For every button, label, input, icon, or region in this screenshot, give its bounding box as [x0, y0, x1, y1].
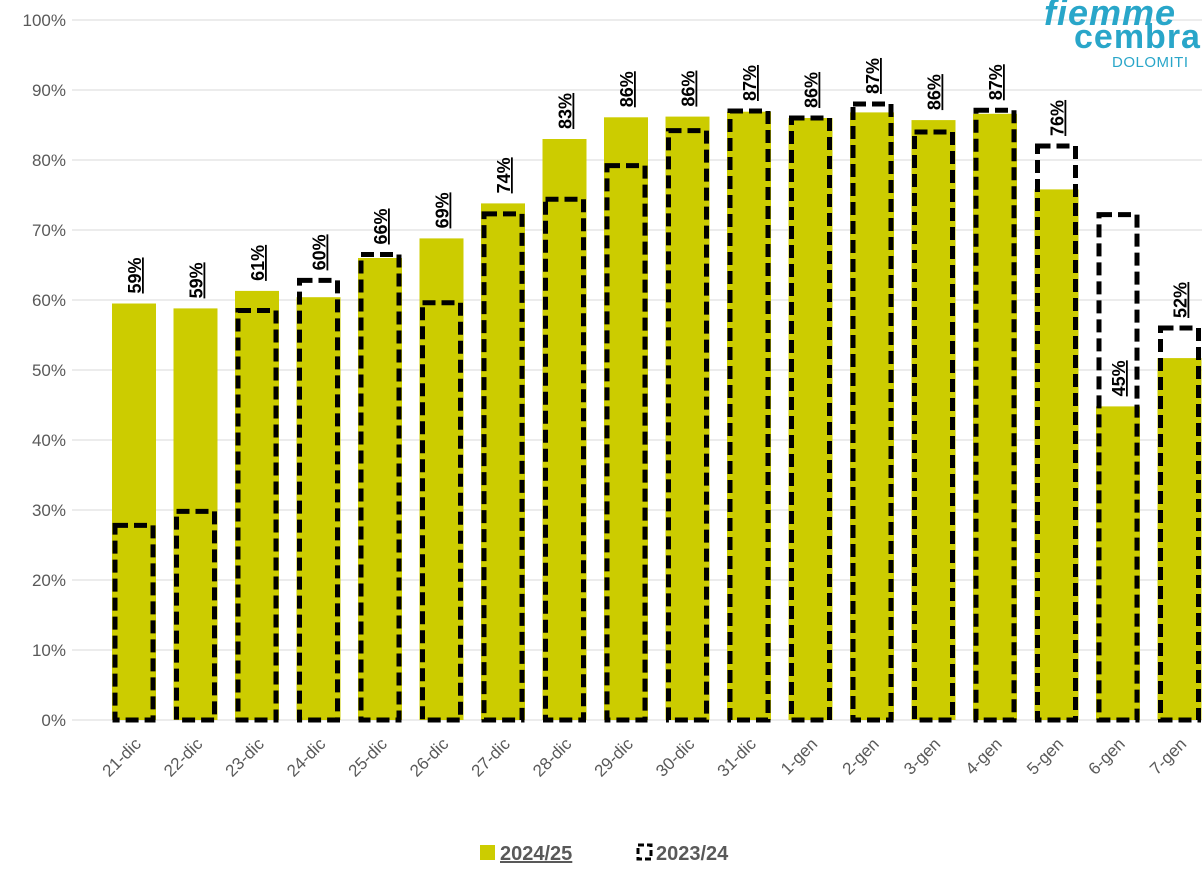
bar-2023-24-outline	[850, 101, 894, 723]
bar-2023-24-outline	[1158, 325, 1201, 723]
data-label: 86%	[617, 71, 637, 107]
x-tick-label: 5-gen	[1023, 734, 1067, 778]
bar-2023-24-outline	[174, 508, 217, 723]
y-tick-label: 90%	[32, 81, 66, 100]
logo-line1: fiemme	[1044, 0, 1177, 33]
x-tick-label: 22-dic	[160, 734, 207, 781]
data-label: 69%	[433, 192, 453, 228]
bar-2024-25	[911, 120, 956, 721]
data-label: 76%	[1048, 100, 1068, 136]
data-label: 52%	[1171, 282, 1191, 318]
x-tick-label: 3-gen	[900, 734, 944, 778]
bar-2024-25	[419, 238, 464, 720]
x-tick-label: 28-dic	[529, 734, 576, 781]
data-label: 61%	[248, 245, 268, 281]
legend-label-2023-24: 2023/24	[656, 843, 729, 865]
data-label: 59%	[187, 262, 207, 298]
x-tick-label: 26-dic	[406, 734, 453, 781]
bar-2023-24-outline	[481, 211, 525, 723]
bar-2024-25	[296, 297, 341, 720]
x-tick-label: 2-gen	[839, 734, 883, 778]
bar-2023-24-outline	[666, 128, 709, 723]
legend-dashed-square-icon	[636, 843, 653, 861]
data-label: 83%	[556, 93, 576, 129]
data-label: 86%	[679, 71, 699, 107]
y-tick-label: 40%	[32, 431, 66, 450]
x-tick-label: 30-dic	[652, 734, 699, 781]
x-tick-label: 29-dic	[591, 734, 638, 781]
x-tick-label: 1-gen	[777, 734, 821, 778]
bar-2024-25	[542, 139, 587, 720]
bar-2024-25	[481, 203, 525, 720]
bar-2024-25	[1034, 189, 1079, 720]
bar-2023-24-outline	[973, 107, 1017, 723]
bar-2023-24-outline	[727, 108, 771, 723]
logo-line2: cembra	[1074, 18, 1201, 56]
bar-2023-24-outline	[604, 163, 648, 723]
y-tick-label: 60%	[32, 291, 66, 310]
x-tick-label: 23-dic	[222, 734, 269, 781]
y-tick-label: 0%	[41, 711, 66, 730]
x-tick-label: 4-gen	[962, 734, 1006, 778]
data-label: 86%	[802, 72, 822, 108]
bar-2024-25	[850, 112, 894, 720]
x-tick-label: 24-dic	[283, 734, 330, 781]
x-tick-label: 6-gen	[1085, 734, 1129, 778]
legend-label-2024-25: 2024/25	[500, 843, 572, 865]
x-tick-label: 7-gen	[1146, 734, 1190, 778]
bar-2024-25	[604, 117, 648, 721]
logo-line3: DOLOMITI	[1112, 54, 1189, 71]
bar-2024-25	[973, 113, 1017, 721]
bar-2023-24-outline	[420, 300, 463, 723]
data-label: 87%	[863, 58, 883, 94]
bar-2023-24-outline	[235, 308, 279, 723]
data-label: 66%	[371, 208, 391, 244]
bar-2023-24-outline	[789, 115, 832, 723]
x-tick-label: 27-dic	[468, 734, 515, 781]
data-label: 45%	[1109, 360, 1129, 396]
bar-2023-24-outline	[912, 129, 955, 723]
x-tick-label: 21-dic	[99, 734, 146, 781]
bar-2024-25	[727, 111, 771, 720]
x-tick-label: 25-dic	[345, 734, 392, 781]
bar-2023-24-outline	[1035, 143, 1078, 723]
y-tick-label: 70%	[32, 221, 66, 240]
y-tick-label: 80%	[32, 151, 66, 170]
y-tick-label: 100%	[23, 11, 66, 30]
y-tick-label: 20%	[32, 571, 66, 590]
bar-2024-25	[112, 303, 156, 720]
bar-2024-25	[358, 258, 402, 720]
y-tick-label: 50%	[32, 361, 66, 380]
bar-2023-24-outline	[297, 277, 340, 723]
bar-2024-25	[665, 116, 710, 721]
data-label: 87%	[740, 65, 760, 101]
bar-2023-24-outline	[543, 196, 586, 723]
data-label: 74%	[494, 157, 514, 193]
x-tick-label: 31-dic	[714, 734, 761, 781]
y-tick-label: 30%	[32, 501, 66, 520]
bar-2023-24-outline	[358, 252, 402, 723]
data-label: 87%	[986, 64, 1006, 100]
bar-2024-25	[1157, 358, 1202, 720]
bar-2024-25	[788, 118, 833, 720]
legend-filled-square-icon	[480, 845, 495, 860]
data-label: 60%	[310, 234, 330, 270]
data-label: 59%	[125, 257, 145, 293]
bar-2024-25	[1096, 406, 1140, 720]
y-tick-label: 10%	[32, 641, 66, 660]
logo: fiemme cembra DOLOMITI	[1040, 0, 1202, 75]
bar-2023-24-outline	[112, 522, 156, 723]
bar-2023-24-outline	[1096, 212, 1140, 723]
data-label: 86%	[925, 74, 945, 110]
bar-2024-25	[235, 290, 279, 720]
bar-2024-25	[173, 308, 218, 720]
